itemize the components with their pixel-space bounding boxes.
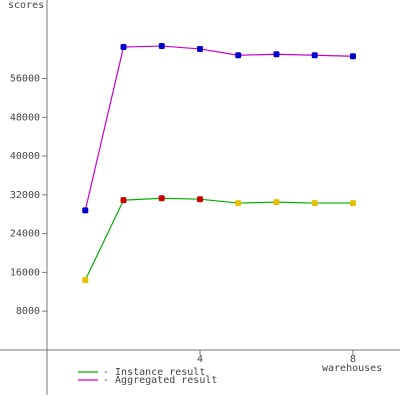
point: [235, 52, 242, 59]
y-axis-label: scores: [8, 0, 44, 11]
y-tick-label: 48000: [10, 112, 40, 123]
legend-label: - Aggregated result: [103, 375, 217, 386]
point: [82, 207, 89, 214]
point: [158, 195, 165, 202]
point: [82, 277, 89, 284]
series-line: [84, 197, 353, 281]
legend-label: - Instance result: [103, 367, 205, 378]
point: [311, 52, 318, 59]
y-tick-label: 24000: [10, 229, 40, 240]
point: [311, 200, 318, 207]
point: [120, 44, 127, 51]
series-line: [84, 45, 353, 211]
point: [158, 43, 165, 50]
x-tick-label: 8: [350, 354, 356, 365]
point: [120, 197, 127, 204]
point: [349, 53, 356, 60]
x-tick-label: 4: [197, 354, 203, 365]
point: [273, 51, 280, 58]
point: [349, 200, 356, 207]
y-tick-label: 8000: [16, 306, 40, 317]
y-tick-label: 40000: [10, 151, 40, 162]
point: [197, 45, 203, 52]
point: [235, 200, 242, 207]
point: [197, 196, 203, 203]
y-tick-label: 56000: [10, 74, 40, 85]
y-tick-label: 32000: [10, 190, 40, 201]
point: [273, 199, 280, 206]
x-axis-label: warehouses: [322, 363, 382, 374]
y-tick-label: 16000: [10, 267, 40, 278]
